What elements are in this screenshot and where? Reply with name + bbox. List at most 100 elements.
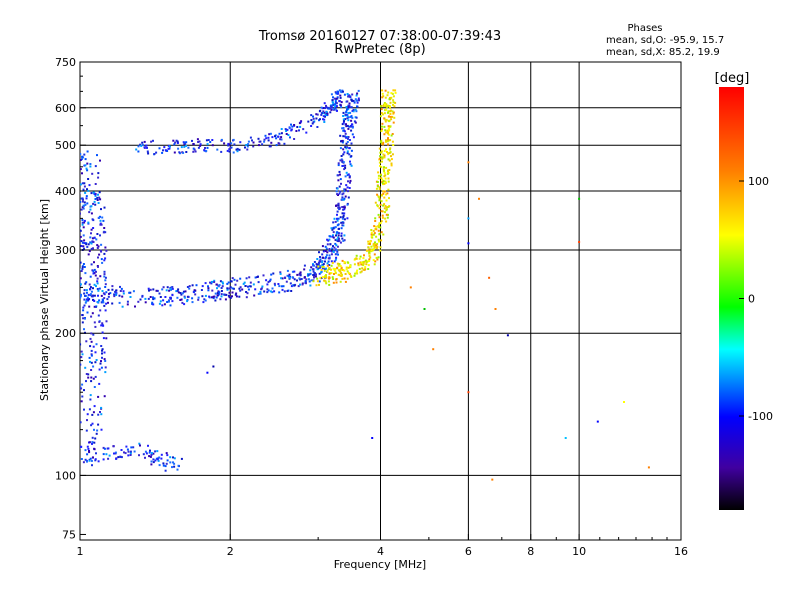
data-point: [253, 294, 256, 297]
data-point: [296, 273, 299, 276]
data-point: [343, 197, 346, 200]
data-point: [578, 197, 581, 200]
data-point: [316, 126, 319, 128]
data-point: [245, 277, 248, 280]
data-point: [91, 422, 94, 425]
data-point: [220, 138, 223, 141]
data-point: [322, 267, 324, 270]
data-point: [83, 328, 85, 331]
data-point: [147, 152, 150, 155]
data-point: [101, 290, 104, 292]
data-point: [164, 296, 167, 298]
data-point: [158, 302, 161, 305]
data-point: [333, 246, 336, 249]
data-point: [337, 236, 340, 239]
data-point: [242, 282, 245, 285]
data-point: [392, 112, 395, 115]
data-point: [389, 151, 392, 154]
data-point: [220, 295, 223, 298]
data-point: [343, 188, 346, 191]
data-point: [319, 256, 321, 258]
data-point: [291, 125, 294, 128]
data-point: [204, 282, 207, 285]
data-point: [348, 147, 351, 150]
data-point: [337, 234, 340, 237]
data-point: [231, 277, 234, 280]
data-point: [326, 264, 329, 267]
data-point: [380, 174, 383, 177]
data-point: [312, 270, 315, 273]
data-point: [96, 154, 98, 157]
data-point: [339, 104, 342, 107]
data-point: [73, 162, 75, 164]
data-point: [80, 343, 82, 346]
data-point: [78, 282, 80, 284]
data-point: [220, 287, 223, 289]
data-point: [97, 202, 100, 204]
data-point: [183, 296, 186, 299]
data-point: [277, 135, 280, 138]
data-point: [96, 288, 99, 290]
data-point: [384, 119, 387, 122]
data-point: [103, 358, 106, 361]
data-point: [80, 235, 82, 238]
data-point: [159, 300, 162, 303]
data-point: [102, 292, 105, 295]
data-point: [227, 281, 230, 284]
data-point: [92, 345, 95, 348]
data-point: [373, 246, 376, 248]
data-point: [379, 141, 382, 144]
data-point: [390, 155, 392, 158]
data-point: [90, 376, 93, 379]
data-point: [88, 441, 91, 444]
y-tick-label: 100: [55, 469, 76, 482]
data-point: [373, 263, 376, 266]
data-point: [374, 228, 377, 230]
data-point: [337, 217, 340, 220]
data-point: [377, 256, 380, 259]
data-point: [181, 292, 184, 295]
data-point: [259, 291, 262, 293]
data-point: [350, 155, 353, 158]
data-point: [317, 265, 320, 268]
data-point: [162, 462, 165, 465]
data-point: [340, 182, 342, 185]
data-point: [374, 217, 377, 220]
data-point: [158, 456, 161, 459]
data-point: [101, 261, 104, 264]
data-point: [186, 300, 189, 303]
data-point: [335, 256, 338, 259]
data-point: [281, 277, 284, 280]
data-point: [87, 178, 90, 180]
data-point: [287, 134, 290, 136]
data-point: [381, 194, 383, 197]
data-point: [99, 223, 102, 226]
data-point: [109, 292, 112, 295]
data-point: [81, 265, 84, 267]
data-point: [351, 93, 354, 96]
data-point: [298, 129, 300, 132]
data-point: [248, 276, 251, 279]
data-point: [88, 211, 91, 214]
data-point: [337, 162, 340, 165]
data-point: [73, 420, 75, 422]
data-point: [85, 243, 88, 246]
data-point: [132, 290, 135, 293]
data-point: [274, 135, 276, 138]
data-point: [345, 125, 348, 128]
data-point: [343, 261, 346, 263]
data-point: [357, 263, 360, 266]
data-point: [355, 254, 358, 257]
data-point: [342, 90, 344, 93]
data-point: [241, 288, 244, 291]
data-point: [383, 172, 386, 175]
data-point: [73, 200, 75, 202]
data-point: [264, 134, 267, 137]
data-point: [182, 151, 185, 154]
data-point: [86, 296, 89, 299]
data-point: [321, 245, 324, 248]
data-point: [87, 447, 90, 450]
data-point: [323, 121, 326, 123]
data-point: [381, 92, 384, 95]
data-point: [394, 89, 397, 92]
